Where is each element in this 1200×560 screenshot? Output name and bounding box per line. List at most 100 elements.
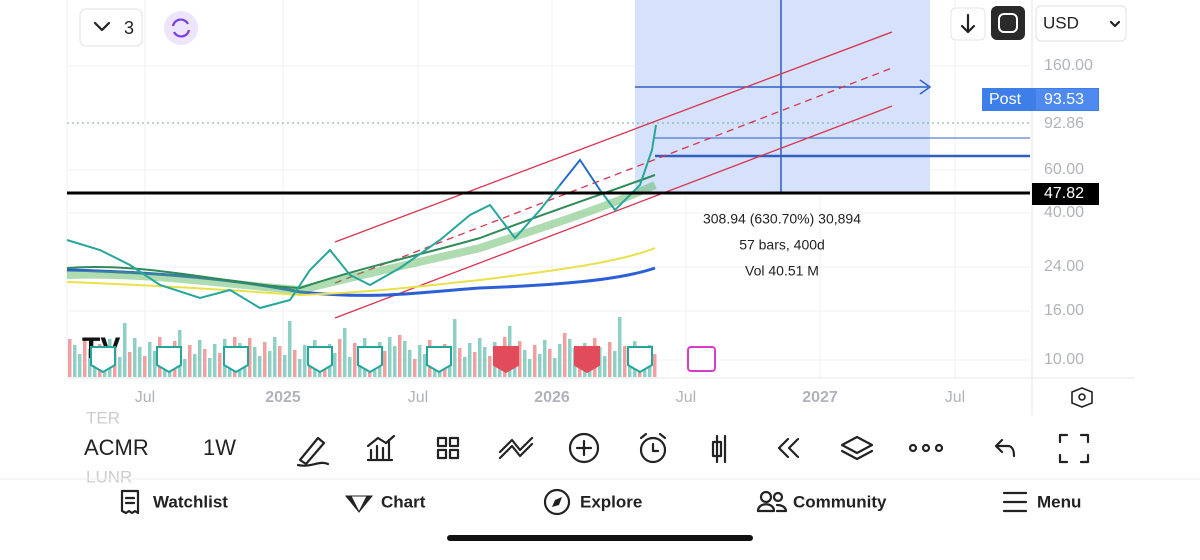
nav-item[interactable]: Community (793, 492, 887, 511)
volume-bar (283, 355, 287, 377)
volume-bar (73, 345, 77, 377)
volume-bar (468, 343, 472, 377)
volume-bar (398, 335, 402, 377)
watchlist-prev[interactable]: TER (86, 408, 120, 427)
volume-bar (383, 351, 387, 377)
symbol[interactable]: ACMR (84, 435, 149, 460)
moving-averages (66, 174, 657, 297)
explore-needle (552, 497, 562, 507)
time-label: 2027 (802, 389, 838, 406)
volume-bar (203, 349, 207, 377)
fullscreen-button[interactable] (991, 6, 1025, 40)
more[interactable] (908, 443, 918, 453)
volume-bar (128, 352, 132, 377)
compare[interactable] (498, 436, 534, 460)
community-icon (772, 491, 784, 503)
volume-bar (83, 340, 87, 377)
volume-bar (488, 356, 492, 377)
time-label: Jul (676, 389, 696, 406)
nav-item[interactable]: Chart (381, 492, 426, 511)
more (921, 443, 931, 453)
earnings-marker (223, 346, 249, 374)
volume-bar (548, 349, 552, 377)
nav-item[interactable]: Explore (580, 492, 642, 511)
sync-button[interactable] (164, 11, 198, 45)
draw-tool[interactable] (296, 436, 330, 467)
time-label: Jul (408, 389, 428, 406)
measure-volume: Vol 40.51 M (745, 263, 819, 279)
price-label: 160.00 (1044, 57, 1093, 74)
volume-bar (613, 351, 617, 377)
currency-select[interactable] (1035, 5, 1127, 42)
volume-bar (653, 354, 657, 377)
volume-bar (68, 339, 72, 377)
volume-bar (153, 351, 157, 377)
watchlist-next[interactable]: LUNR (86, 467, 132, 486)
price-label: 10.00 (1044, 351, 1084, 368)
menu-icon (1002, 491, 1028, 513)
price-label: 16.00 (1044, 302, 1084, 319)
volume-bar (338, 339, 342, 377)
volume-bar (418, 345, 422, 377)
toolbar-icons (296, 432, 1090, 467)
volume-bar (458, 348, 462, 377)
volume-bar (193, 354, 197, 377)
volume-bar (333, 353, 337, 377)
layout-button[interactable] (79, 8, 143, 47)
measure-change: 308.94 (630.70%) 30,894 (703, 211, 861, 227)
volume-bar (293, 350, 297, 377)
home-indicator (447, 535, 753, 541)
settings-icon[interactable] (1071, 387, 1093, 408)
more (934, 443, 944, 453)
volume-bar (353, 343, 357, 377)
price-label: 40.00 (1044, 204, 1084, 221)
volume-bar (558, 344, 562, 377)
price-ma (559, 158, 601, 191)
volume-bar (478, 338, 482, 377)
earnings-marker (90, 346, 116, 374)
templates[interactable] (436, 436, 460, 460)
community-icon (759, 490, 773, 504)
volume-bar (553, 358, 557, 377)
explore-icon (543, 488, 571, 516)
add-symbol[interactable] (568, 432, 600, 464)
earnings-markers (90, 346, 653, 374)
chart-type[interactable] (711, 434, 727, 464)
fullscreen[interactable] (1058, 433, 1090, 464)
volume-bar (413, 359, 417, 377)
volume-bar (623, 346, 627, 377)
fullscreen-icon (998, 13, 1018, 33)
nav-item[interactable]: Watchlist (153, 492, 228, 511)
earnings-marker (493, 346, 519, 374)
volume-bar (473, 352, 477, 377)
interval[interactable]: 1W (203, 435, 236, 460)
post-label: Post (989, 91, 1022, 108)
nav-icons (120, 488, 1028, 516)
volume-bar (608, 342, 612, 377)
earnings-marker (574, 346, 600, 374)
chevron (1109, 20, 1121, 28)
undo[interactable] (994, 438, 1016, 458)
volume-bar (518, 341, 522, 377)
volume-bar (288, 321, 292, 377)
earnings-marker (156, 346, 182, 374)
volume-bar (138, 347, 142, 377)
post-price: 93.53 (1044, 91, 1084, 108)
time-label: Jul (945, 389, 965, 406)
parallel-channel (334, 31, 893, 319)
volume-bar (273, 337, 277, 377)
volume-bar (348, 357, 352, 377)
volume-bar (78, 354, 82, 377)
indicators[interactable] (366, 434, 396, 462)
volume-bar (208, 358, 212, 377)
volume-bar (538, 354, 542, 377)
nav-item[interactable]: Menu (1037, 492, 1081, 511)
volume-bar (528, 359, 532, 377)
volume-bar (343, 328, 347, 377)
watchlist-icon (120, 489, 140, 515)
volume-bar (188, 345, 192, 377)
alert[interactable] (639, 436, 667, 464)
volume-bar (248, 338, 252, 377)
layers[interactable] (840, 435, 874, 461)
replay[interactable] (777, 437, 800, 459)
